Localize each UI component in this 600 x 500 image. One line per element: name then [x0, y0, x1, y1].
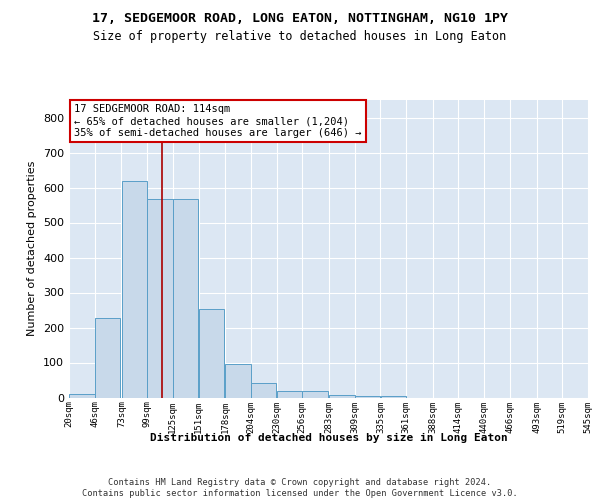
Bar — [277, 390, 302, 398]
Bar — [355, 396, 380, 398]
Text: Size of property relative to detached houses in Long Eaton: Size of property relative to detached ho… — [94, 30, 506, 43]
Text: 17 SEDGEMOOR ROAD: 114sqm
← 65% of detached houses are smaller (1,204)
35% of se: 17 SEDGEMOOR ROAD: 114sqm ← 65% of detac… — [74, 104, 362, 138]
Bar — [302, 390, 328, 398]
Bar — [69, 394, 95, 398]
Text: Distribution of detached houses by size in Long Eaton: Distribution of detached houses by size … — [150, 432, 508, 442]
Bar — [147, 198, 173, 398]
Bar — [329, 394, 355, 398]
Bar — [380, 396, 406, 398]
Bar — [122, 181, 147, 398]
Bar — [251, 383, 277, 398]
Bar — [173, 198, 199, 398]
Text: Contains HM Land Registry data © Crown copyright and database right 2024.
Contai: Contains HM Land Registry data © Crown c… — [82, 478, 518, 498]
Y-axis label: Number of detached properties: Number of detached properties — [28, 161, 37, 336]
Bar — [199, 309, 224, 398]
Text: 17, SEDGEMOOR ROAD, LONG EATON, NOTTINGHAM, NG10 1PY: 17, SEDGEMOOR ROAD, LONG EATON, NOTTINGH… — [92, 12, 508, 26]
Bar — [95, 318, 120, 398]
Bar — [226, 364, 251, 398]
